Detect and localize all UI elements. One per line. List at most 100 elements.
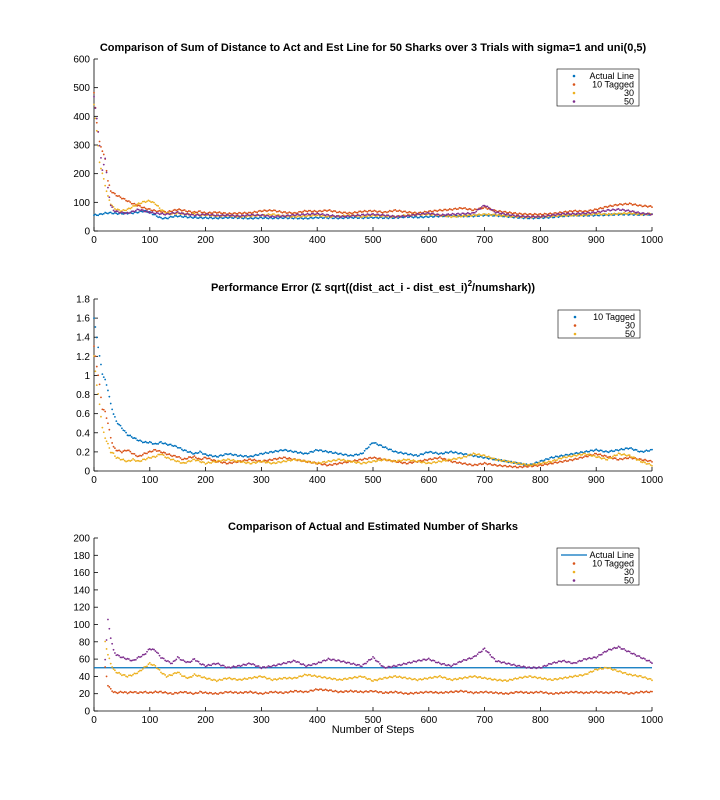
data-point <box>119 458 122 461</box>
data-point <box>351 212 353 215</box>
data-point <box>161 691 164 694</box>
data-point <box>252 461 254 464</box>
data-point <box>459 207 462 209</box>
data-point <box>620 648 623 650</box>
data-point <box>504 692 507 694</box>
data-point <box>363 216 366 219</box>
data-point <box>313 450 316 452</box>
x-tick-label: 800 <box>532 235 549 246</box>
data-point <box>139 209 141 212</box>
data-point <box>499 214 501 217</box>
data-point <box>140 210 143 213</box>
data-point <box>437 453 440 456</box>
data-point <box>613 212 616 215</box>
data-point <box>630 456 632 458</box>
data-point <box>387 448 390 451</box>
data-point <box>187 213 190 216</box>
data-point <box>229 677 232 680</box>
data-point <box>620 671 623 673</box>
data-point <box>398 691 401 694</box>
data-point <box>171 211 174 214</box>
data-point <box>207 457 210 460</box>
data-point <box>473 463 476 466</box>
data-point <box>338 452 341 455</box>
data-point <box>559 660 561 663</box>
data-point <box>126 208 129 211</box>
data-point <box>542 678 545 680</box>
data-point <box>107 389 109 392</box>
data-point <box>104 666 107 668</box>
data-point <box>243 215 246 218</box>
data-point <box>250 462 253 465</box>
data-point <box>473 691 476 694</box>
data-point <box>500 464 503 467</box>
data-point <box>644 458 646 461</box>
data-point <box>619 457 621 460</box>
data-point <box>448 214 451 216</box>
data-point <box>164 452 167 454</box>
data-point <box>164 659 167 662</box>
data-point <box>493 457 496 460</box>
data-point <box>609 648 612 651</box>
data-point <box>328 689 331 692</box>
data-point <box>204 677 207 679</box>
data-point <box>632 210 635 213</box>
data-point <box>369 658 372 661</box>
data-point <box>553 458 556 461</box>
data-point <box>189 450 192 453</box>
data-point <box>206 214 208 217</box>
data-point <box>377 213 380 216</box>
data-point <box>492 692 494 695</box>
data-point <box>274 462 277 465</box>
data-point <box>229 667 232 669</box>
x-tick-label: 300 <box>253 235 270 246</box>
data-point <box>310 462 313 464</box>
data-point <box>381 692 384 695</box>
data-point <box>561 214 564 217</box>
data-point <box>101 426 104 429</box>
data-point <box>118 691 121 694</box>
data-point <box>493 657 496 660</box>
data-point <box>309 450 312 453</box>
data-point <box>613 646 616 649</box>
data-point <box>400 451 402 454</box>
data-point <box>443 691 446 694</box>
data-point <box>93 214 95 217</box>
data-point <box>118 654 121 657</box>
data-point <box>462 676 465 679</box>
data-point <box>556 692 559 695</box>
data-point <box>381 678 384 680</box>
data-point <box>263 213 266 216</box>
data-point <box>617 458 620 461</box>
data-point <box>247 214 250 217</box>
data-point <box>263 665 266 668</box>
data-point <box>603 450 606 453</box>
data-point <box>639 204 642 207</box>
data-point <box>327 459 330 462</box>
data-point <box>453 678 455 681</box>
data-point <box>372 212 374 215</box>
data-point <box>393 459 395 462</box>
data-point <box>334 459 337 462</box>
data-point <box>402 210 405 213</box>
data-point <box>612 669 614 672</box>
data-point <box>150 441 153 444</box>
data-point <box>267 213 270 215</box>
data-point <box>511 466 514 469</box>
data-point <box>264 215 267 218</box>
data-point <box>365 447 367 450</box>
data-point <box>624 202 627 205</box>
chart-title-sup: 2 <box>468 279 473 288</box>
data-point <box>471 214 473 217</box>
data-point <box>214 454 217 457</box>
data-point <box>193 214 196 217</box>
data-point <box>472 464 475 467</box>
data-point <box>221 213 224 216</box>
data-point <box>462 691 465 693</box>
data-point <box>610 648 613 651</box>
data-point <box>141 211 144 213</box>
data-point <box>123 212 126 215</box>
data-point <box>109 451 112 454</box>
data-point <box>521 463 524 466</box>
data-point <box>437 213 440 216</box>
